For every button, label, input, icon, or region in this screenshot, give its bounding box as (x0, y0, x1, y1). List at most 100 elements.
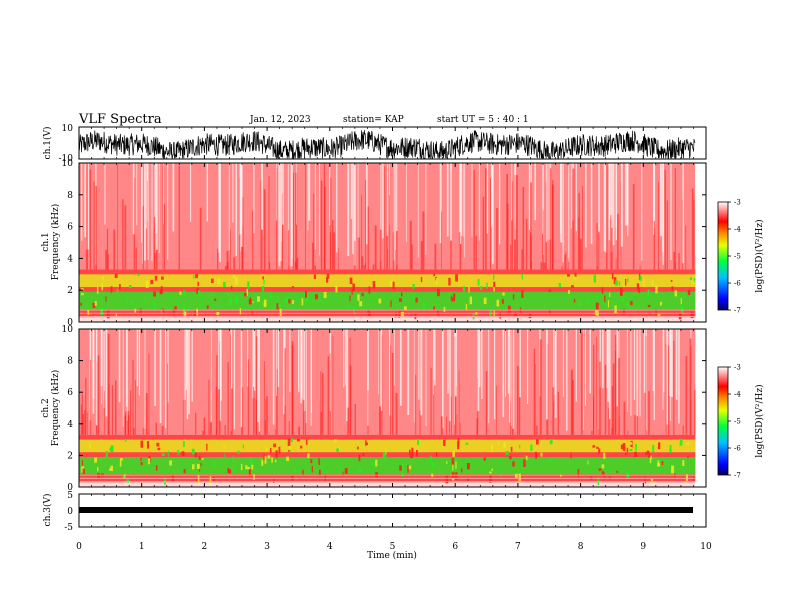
ch2-spectrogram-speckle (240, 463, 243, 471)
ch2-spectrogram-streak (95, 329, 98, 426)
ch2-spectrogram-streak (430, 367, 432, 435)
ch1-spectrogram-speckle (110, 286, 113, 293)
ch1-spectrogram-speckle (81, 287, 84, 291)
ch1-spectrogram-streak (147, 163, 149, 261)
ch1-spectrogram-streak (367, 206, 369, 270)
ch2-spectrogram-speckle (514, 473, 518, 478)
ch2-spectrogram-streak (253, 329, 256, 391)
ch1-spectrogram-speckle (558, 283, 561, 288)
ch1-spectrogram-streak (379, 229, 382, 270)
ch1-spectrogram-streak (261, 163, 263, 230)
ch1-spectrogram-streak (320, 180, 323, 270)
ch2-spectrogram-streak (670, 329, 673, 397)
ch1-spectrogram-streak (596, 223, 598, 270)
ch1-spectrogram-speckle (622, 308, 625, 315)
ch2-spectrogram-streak (393, 329, 395, 386)
ch1-spectrogram-speckle (571, 285, 574, 288)
ch1-spectrogram-speckle (433, 273, 436, 277)
ch2-spectrogram-speckle (362, 453, 365, 456)
ch1-spectrogram-streak (534, 163, 536, 221)
ch2-spectrogram-speckle (526, 455, 528, 461)
ch2-spectrogram-streak (343, 329, 345, 388)
ch1-spectrogram-streak (422, 211, 425, 270)
ch2-spectrogram-speckle (661, 461, 664, 465)
ch1-spectrogram-speckle (415, 297, 418, 303)
ch2-spectrogram-speckle (155, 465, 158, 471)
ch1-spectrogram-streak (395, 163, 396, 250)
ch1-spectrogram-speckle (197, 281, 199, 287)
ch1-spectrogram-streak (564, 254, 566, 270)
ch1-spectrogram-streak (695, 163, 697, 257)
ch1-spectrogram-speckle (182, 305, 186, 312)
ch2-spectrogram-speckle (119, 460, 122, 467)
ch2-spectrogram-speckle (97, 473, 101, 479)
ch2-spectrogram-streak (327, 356, 329, 435)
ch2-spectrogram-speckle (500, 473, 502, 477)
ch1-spectrogram-ytick-label: 8 (67, 191, 73, 201)
ch1-spectrogram-streak (425, 163, 427, 255)
ch1-spectrogram-streak (521, 249, 523, 270)
x-tick-label: 0 (76, 542, 82, 552)
ch1-spectrogram-streak (478, 163, 480, 241)
ch2-spectrogram-streak (247, 329, 249, 387)
ch2-spectrogram-streak (329, 353, 331, 435)
ch2-spectrogram-streak (390, 345, 392, 435)
x-tick-label: 3 (264, 542, 270, 552)
ch1-spectrogram-streak (420, 241, 423, 270)
ch1-spectrogram-speckle (525, 297, 527, 300)
ch1-spectrogram-streak (585, 163, 587, 248)
figure-title: VLF Spectra (78, 112, 162, 127)
ch2-spectrogram-speckle (645, 451, 647, 456)
ch1-spectrogram-streak (153, 216, 156, 270)
ch2-spectrogram-speckle (248, 468, 251, 477)
ch1-spectrogram-streak (233, 257, 236, 270)
ch2-spectrogram-streak (208, 379, 210, 435)
ch1-spectrogram-streak (106, 229, 109, 270)
ch2-spectrogram-speckle (685, 474, 688, 482)
ch2-spectrogram-speckle (232, 455, 234, 462)
ch2-spectrogram-speckle (342, 471, 344, 477)
ch2-spectrogram-speckle (682, 460, 685, 466)
ch1-spectrogram-streak (582, 186, 583, 270)
ch1-spectrogram-streak (396, 163, 398, 265)
ch2-spectrogram-ytick-label: 10 (62, 325, 74, 335)
ch1-spectrogram-streak (439, 163, 442, 244)
ch1-spectrogram-streak (549, 168, 552, 270)
ch1-spectrogram-streak (547, 163, 549, 241)
ch2-spectrogram-streak (105, 329, 108, 417)
ch2-spectrogram-speckle (483, 457, 486, 461)
ch1-spectrogram-speckle (368, 312, 371, 317)
ch1-spectrogram-speckle (647, 304, 651, 308)
ch2-spectrogram-speckle (126, 479, 130, 483)
ch2-spectrogram-speckle (626, 447, 629, 453)
ch1-spectrogram-speckle (235, 277, 238, 285)
ch1-spectrogram-speckle (368, 286, 371, 294)
ch1-spectrogram-speckle (198, 290, 201, 296)
x-tick-label: 9 (640, 542, 646, 552)
ch1-spectrogram-streak (389, 195, 390, 270)
ch1-spectrogram-streak (281, 193, 283, 270)
ch2-spectrogram-streak (634, 415, 636, 435)
ch2-spectrogram-streak (418, 329, 420, 400)
ch2-spectrogram-speckle (407, 465, 409, 473)
ch2-spectrogram-speckle (167, 450, 169, 457)
ch1-spectrogram-ytick-label: 0 (67, 318, 73, 328)
ch1-colorbar-tick-label: -7 (734, 307, 741, 315)
ch2-spectrogram-streak (332, 336, 334, 435)
ch1-spectrogram-speckle (493, 273, 495, 280)
ch2-spectrogram-speckle (601, 464, 605, 469)
ch2-spectrogram-streak (611, 386, 614, 435)
ch1-spectrogram-speckle (100, 307, 104, 315)
ch2-spectrogram-streak (583, 329, 584, 431)
ch1-spectrogram-speckle (660, 301, 662, 306)
ch2-spectrogram-streak (195, 412, 197, 435)
ch1-spectrogram-speckle (246, 289, 248, 296)
ch2-spectrogram-speckle (679, 438, 683, 446)
ch1-spectrogram-speckle (269, 293, 272, 299)
ch1-spectrogram-streak (132, 163, 135, 235)
ch2-spectrogram-streak (534, 364, 536, 435)
ch1-spectrogram-speckle (621, 297, 625, 301)
ch1-spectrogram-streak (146, 163, 147, 229)
ch2-spectrogram-speckle (344, 468, 348, 474)
ch2-spectrogram-streak (596, 337, 597, 435)
